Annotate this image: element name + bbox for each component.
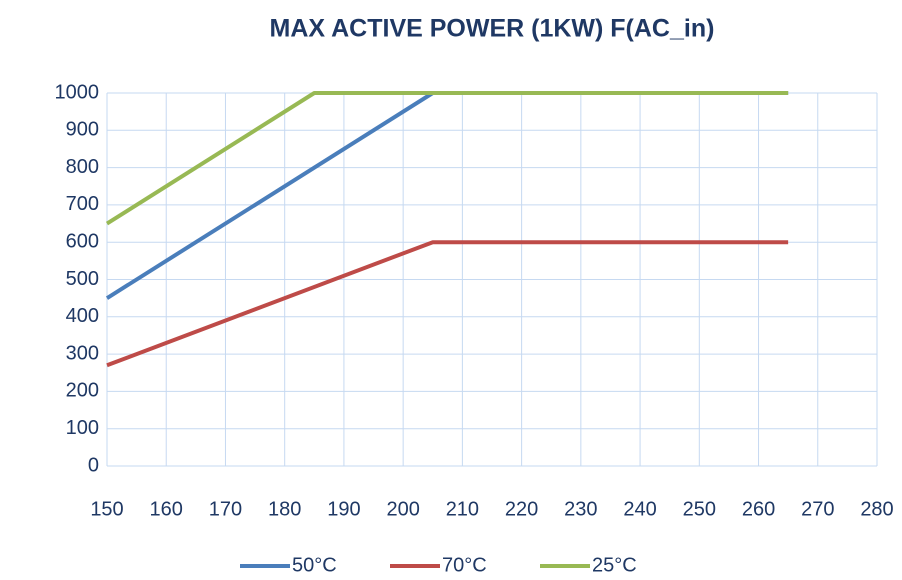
x-tick-label: 250: [683, 498, 716, 520]
x-tick-label: 200: [386, 498, 419, 520]
y-tick-label: 0: [88, 454, 99, 476]
series-line: [105, 91, 789, 300]
y-tick-label: 600: [66, 230, 99, 252]
chart-title: MAX ACTIVE POWER (1KW) F(AC_in): [270, 15, 715, 43]
x-tick-label: 190: [327, 498, 360, 520]
legend-label: 50°C: [292, 554, 337, 576]
x-tick-label: 240: [623, 498, 656, 520]
y-tick-label: 700: [66, 193, 99, 215]
y-tick-label: 100: [66, 417, 99, 439]
legend-label: 25°C: [592, 554, 637, 576]
series-line: [106, 240, 789, 368]
x-tick-label: 170: [209, 498, 242, 520]
y-tick-label: 400: [66, 305, 99, 327]
x-tick-label: 230: [564, 498, 597, 520]
x-tick-label: 160: [150, 498, 183, 520]
y-tick-label: 800: [66, 156, 99, 178]
legend-label: 70°C: [442, 554, 487, 576]
x-tick-label: 260: [742, 498, 775, 520]
y-tick-label: 900: [66, 119, 99, 141]
x-tick-label: 210: [446, 498, 479, 520]
x-tick-label: 180: [268, 498, 301, 520]
x-tick-label: 150: [90, 498, 123, 520]
y-tick-label: 1000: [55, 81, 100, 103]
x-tick-label: 270: [801, 498, 834, 520]
y-tick-label: 300: [66, 342, 99, 364]
series-line: [105, 91, 789, 226]
x-tick-label: 220: [505, 498, 538, 520]
y-tick-label: 500: [66, 268, 99, 290]
y-tick-label: 200: [66, 380, 99, 402]
x-tick-label: 280: [860, 498, 893, 520]
